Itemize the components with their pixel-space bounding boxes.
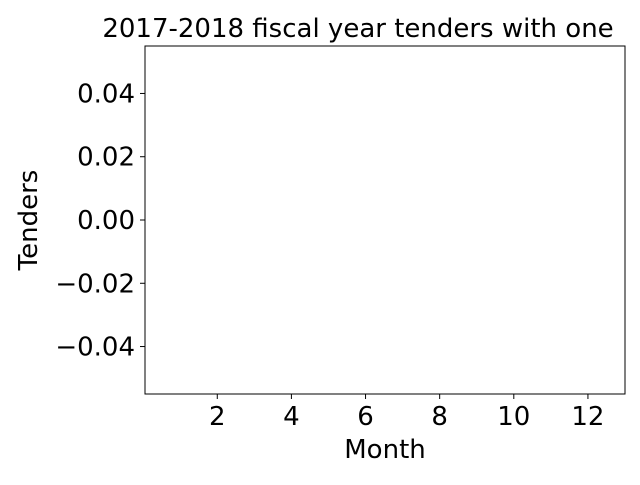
plot-area-frame: [144, 45, 626, 395]
x-tick-label: 6: [357, 402, 374, 432]
y-tick-label: −0.02: [55, 269, 135, 299]
y-tick-label: 0.04: [77, 79, 135, 109]
x-tick-label: 12: [571, 402, 604, 432]
x-tick-label: 2: [209, 402, 226, 432]
x-axis-ticks: 2 4 6 8 10 12: [209, 394, 604, 432]
x-tick-label: 4: [283, 402, 300, 432]
y-tick-label: −0.04: [55, 333, 135, 363]
y-tick-label: 0.02: [77, 143, 135, 173]
x-tick-label: 8: [431, 402, 448, 432]
y-tick-label: 0.00: [77, 206, 135, 236]
x-tick-label: 10: [497, 402, 530, 432]
chart-title: 2017-2018 fiscal year tenders with one: [102, 14, 613, 44]
y-axis-label: Tenders: [14, 170, 44, 272]
y-axis-ticks: −0.04 −0.02 0.00 0.02 0.04: [55, 79, 145, 363]
x-axis-label: Month: [344, 435, 426, 465]
